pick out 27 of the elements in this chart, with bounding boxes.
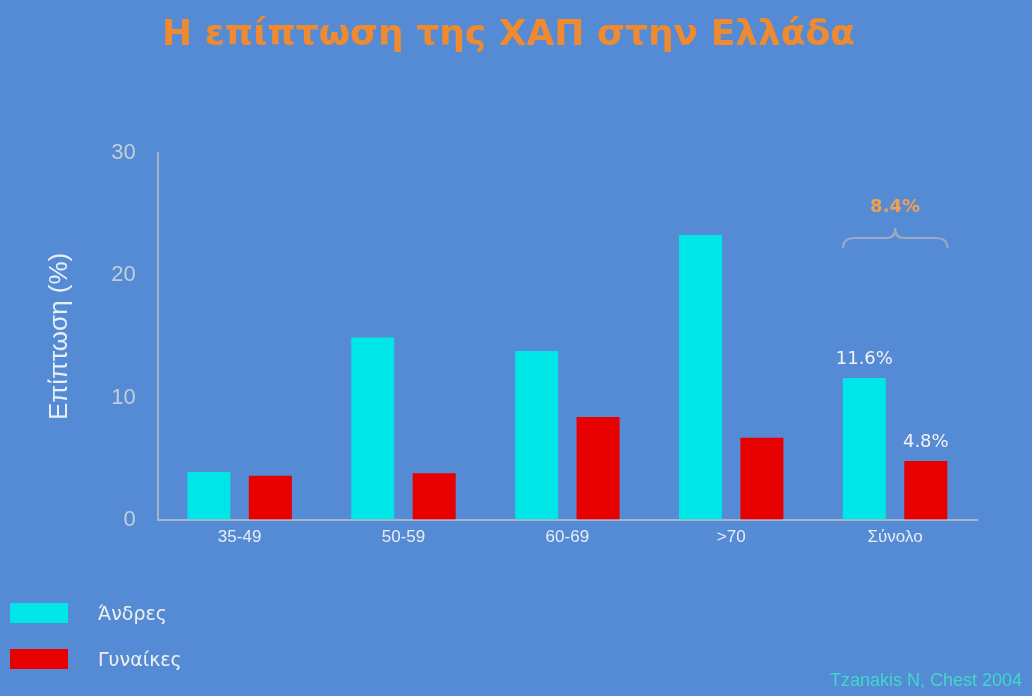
data-label: 4.8% bbox=[902, 429, 949, 451]
x-tick-label: 60-69 bbox=[545, 527, 590, 547]
bar bbox=[678, 235, 722, 520]
annotation: 8.4% bbox=[870, 194, 921, 216]
bar bbox=[248, 475, 292, 520]
y-tick-label: 20 bbox=[111, 261, 136, 287]
bar bbox=[842, 377, 886, 520]
bar bbox=[351, 337, 395, 520]
bar bbox=[576, 417, 620, 520]
data-label: 11.6% bbox=[835, 346, 893, 368]
y-tick-label: 0 bbox=[123, 505, 136, 531]
bar bbox=[515, 351, 559, 520]
chart-title: Η επίπτωση της ΧΑΠ στην Ελλάδα bbox=[162, 11, 855, 53]
x-tick-label: 50-59 bbox=[381, 527, 426, 547]
text: Tzanakis N, Chest 2004 bbox=[829, 669, 1022, 690]
legend-label: Άνδρες bbox=[98, 602, 167, 624]
x-tick-label: >70 bbox=[716, 527, 746, 547]
bar bbox=[904, 460, 948, 520]
y-tick-label: 10 bbox=[111, 383, 136, 409]
legend-label: Γυναίκες bbox=[98, 648, 182, 670]
y-axis-title: Επίπτωση (%) bbox=[42, 252, 73, 421]
bar bbox=[740, 437, 784, 520]
x-tick-label: 35-49 bbox=[217, 527, 262, 547]
bar bbox=[412, 473, 456, 520]
x-tick-label: Σύνολο bbox=[867, 527, 923, 547]
bar bbox=[187, 471, 231, 520]
y-tick-label: 30 bbox=[111, 139, 136, 165]
